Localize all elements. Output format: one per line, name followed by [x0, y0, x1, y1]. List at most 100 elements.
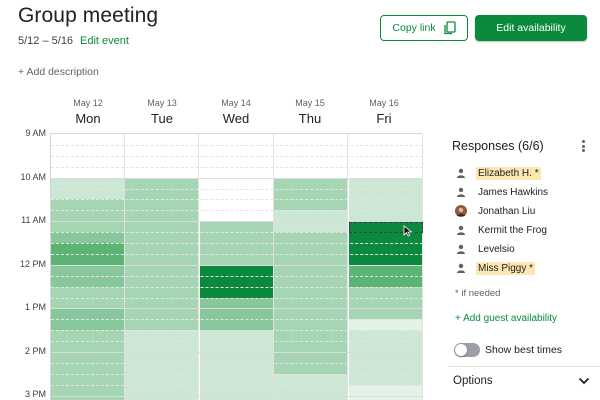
time-slot[interactable] [125, 134, 199, 146]
time-slot[interactable] [274, 319, 348, 331]
time-slot[interactable] [51, 297, 124, 309]
time-slot[interactable] [51, 144, 124, 156]
time-slot[interactable] [51, 253, 124, 265]
time-slot[interactable] [51, 199, 124, 211]
time-slot[interactable] [199, 253, 273, 265]
time-slot[interactable] [125, 199, 199, 211]
add-guest-availability-link[interactable]: + Add guest availability [455, 313, 558, 324]
time-slot[interactable] [199, 297, 273, 309]
time-slot[interactable] [274, 221, 348, 233]
time-slot[interactable] [348, 352, 422, 364]
day-column[interactable] [125, 134, 200, 400]
time-slot[interactable] [274, 341, 348, 353]
time-slot[interactable] [199, 155, 273, 167]
time-slot[interactable] [199, 362, 273, 374]
time-slot[interactable] [348, 319, 422, 331]
chevron-down-icon[interactable] [578, 377, 590, 385]
time-slot[interactable] [274, 210, 348, 222]
time-slot[interactable] [199, 286, 273, 298]
time-slot[interactable] [199, 243, 273, 255]
time-slot[interactable] [125, 319, 199, 331]
time-slot[interactable] [51, 275, 124, 287]
time-slot[interactable] [274, 134, 348, 146]
time-slot[interactable] [348, 341, 422, 353]
time-slot[interactable] [348, 177, 422, 189]
time-slot[interactable] [348, 362, 422, 374]
time-slot[interactable] [199, 373, 273, 385]
time-slot[interactable] [125, 297, 199, 309]
time-slot[interactable] [348, 395, 422, 400]
time-slot[interactable] [125, 210, 199, 222]
time-slot[interactable] [274, 330, 348, 342]
time-slot[interactable] [199, 199, 273, 211]
time-slot[interactable] [125, 395, 199, 400]
time-slot[interactable] [348, 308, 422, 320]
time-slot[interactable] [348, 373, 422, 385]
time-slot[interactable] [199, 275, 273, 287]
edit-event-link[interactable]: Edit event [80, 35, 129, 47]
time-slot[interactable] [125, 384, 199, 396]
time-slot[interactable] [274, 144, 348, 156]
time-slot[interactable] [274, 373, 348, 385]
time-slot[interactable] [51, 362, 124, 374]
time-slot[interactable] [348, 297, 422, 309]
response-person[interactable]: Elizabeth H. * [455, 166, 541, 180]
time-slot[interactable] [348, 155, 422, 167]
time-slot[interactable] [199, 166, 273, 178]
add-description-link[interactable]: + Add description [18, 66, 99, 78]
time-slot[interactable] [348, 232, 422, 244]
time-slot[interactable] [199, 352, 273, 364]
time-slot[interactable] [51, 373, 124, 385]
time-slot[interactable] [348, 210, 422, 222]
time-slot[interactable] [51, 155, 124, 167]
time-slot[interactable] [125, 352, 199, 364]
time-slot[interactable] [125, 144, 199, 156]
time-slot[interactable] [348, 286, 422, 298]
time-slot[interactable] [348, 188, 422, 200]
time-slot[interactable] [348, 253, 422, 265]
time-slot[interactable] [51, 384, 124, 396]
time-slot[interactable] [199, 308, 273, 320]
time-slot[interactable] [348, 144, 422, 156]
time-slot[interactable] [274, 275, 348, 287]
time-slot[interactable] [274, 395, 348, 400]
time-slot[interactable] [274, 199, 348, 211]
time-slot[interactable] [125, 232, 199, 244]
time-slot[interactable] [125, 373, 199, 385]
time-slot[interactable] [348, 330, 422, 342]
time-slot[interactable] [199, 264, 273, 276]
time-slot[interactable] [125, 221, 199, 233]
time-slot[interactable] [51, 210, 124, 222]
time-slot[interactable] [274, 286, 348, 298]
response-person[interactable]: Miss Piggy * [455, 261, 536, 275]
time-slot[interactable] [51, 352, 124, 364]
time-slot[interactable] [348, 134, 422, 146]
time-slot[interactable] [51, 330, 124, 342]
copy-link-button[interactable]: Copy link [380, 15, 468, 41]
time-slot[interactable] [199, 134, 273, 146]
time-slot[interactable] [274, 155, 348, 167]
time-slot[interactable] [125, 188, 199, 200]
time-slot[interactable] [199, 319, 273, 331]
time-slot[interactable] [51, 134, 124, 146]
time-slot[interactable] [199, 188, 273, 200]
response-person[interactable]: James Hawkins [455, 185, 550, 199]
time-slot[interactable] [348, 264, 422, 276]
time-slot[interactable] [125, 330, 199, 342]
response-person[interactable]: Levelsio [455, 242, 517, 256]
availability-grid[interactable] [50, 133, 423, 400]
time-slot[interactable] [274, 264, 348, 276]
time-slot[interactable] [125, 155, 199, 167]
time-slot[interactable] [51, 308, 124, 320]
time-slot[interactable] [274, 297, 348, 309]
time-slot[interactable] [199, 177, 273, 189]
time-slot[interactable] [51, 319, 124, 331]
day-column[interactable] [199, 134, 274, 400]
time-slot[interactable] [125, 166, 199, 178]
time-slot[interactable] [125, 341, 199, 353]
time-slot[interactable] [51, 395, 124, 400]
time-slot[interactable] [274, 188, 348, 200]
time-slot[interactable] [125, 308, 199, 320]
time-slot[interactable] [51, 341, 124, 353]
time-slot[interactable] [199, 210, 273, 222]
